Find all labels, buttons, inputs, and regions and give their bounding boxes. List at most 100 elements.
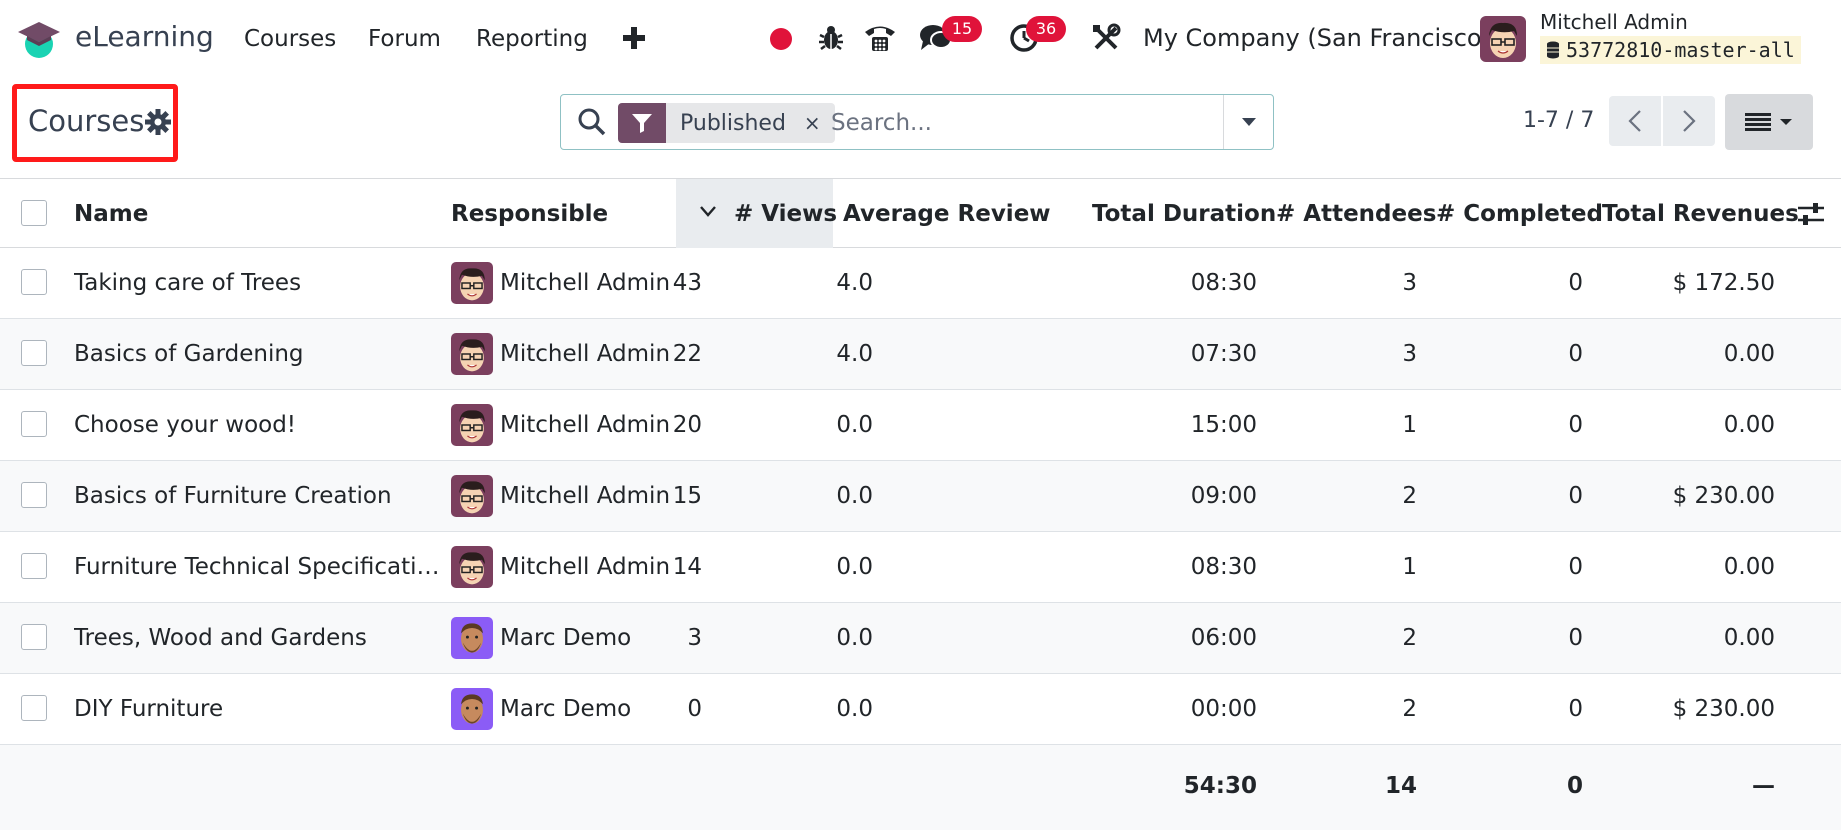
- cell-completed[interactable]: 0: [1568, 483, 1583, 509]
- cell-total-duration[interactable]: 08:30: [1190, 554, 1257, 580]
- cell-responsible[interactable]: Marc Demo: [500, 625, 632, 651]
- cell-responsible[interactable]: Mitchell Admin: [500, 341, 671, 367]
- cell-views[interactable]: 43: [672, 270, 702, 296]
- cell-name[interactable]: DIY Furniture: [74, 696, 224, 722]
- cell-name[interactable]: Basics of Gardening: [74, 341, 304, 367]
- cell-views[interactable]: 15: [672, 483, 702, 509]
- pager-value[interactable]: 1-7 / 7: [1523, 108, 1595, 133]
- cell-average-review[interactable]: 0.0: [836, 483, 873, 509]
- cell-attendees[interactable]: 2: [1402, 483, 1417, 509]
- table-row[interactable]: Taking care of Trees Mitchell Admin 43 4.0 0…: [0, 248, 1841, 319]
- optional-columns-sliders-icon[interactable]: [1797, 201, 1825, 227]
- search-input[interactable]: [831, 105, 1211, 141]
- cell-completed[interactable]: 0: [1568, 696, 1583, 722]
- cell-total-revenues[interactable]: $ 230.00: [1672, 696, 1775, 722]
- cell-total-revenues[interactable]: 0.00: [1723, 412, 1775, 438]
- table-row[interactable]: Basics of Gardening Mitchell Admin 22 4.0 07…: [0, 319, 1841, 390]
- cell-attendees[interactable]: 3: [1402, 341, 1417, 367]
- pager-next-button[interactable]: [1663, 96, 1715, 146]
- column-average-review[interactable]: Average Review: [843, 201, 1051, 227]
- search-icon[interactable]: [577, 107, 607, 137]
- company-switcher[interactable]: My Company (San Francisco): [1143, 24, 1491, 52]
- row-checkbox[interactable]: [21, 482, 47, 508]
- table-row[interactable]: Furniture Technical Specificati… Mitchell…: [0, 532, 1841, 603]
- row-checkbox[interactable]: [21, 624, 47, 650]
- cell-responsible[interactable]: Mitchell Admin: [500, 483, 671, 509]
- cell-completed[interactable]: 0: [1568, 412, 1583, 438]
- bug-icon[interactable]: [816, 22, 846, 54]
- column-total-duration[interactable]: Total Duration: [1092, 201, 1277, 227]
- cell-views[interactable]: 22: [672, 341, 702, 367]
- cell-completed[interactable]: 0: [1568, 270, 1583, 296]
- cell-name[interactable]: Trees, Wood and Gardens: [74, 625, 367, 651]
- cell-total-duration[interactable]: 00:00: [1190, 696, 1257, 722]
- cell-views[interactable]: 14: [672, 554, 702, 580]
- cell-average-review[interactable]: 0.0: [836, 412, 873, 438]
- cell-total-duration[interactable]: 06:00: [1190, 625, 1257, 651]
- cell-total-revenues[interactable]: 0.00: [1723, 341, 1775, 367]
- list-view-switcher[interactable]: [1725, 94, 1813, 150]
- app-name[interactable]: eLearning: [75, 20, 214, 53]
- phone-icon[interactable]: [862, 22, 898, 54]
- elearning-logo-icon[interactable]: [16, 18, 62, 60]
- pager-previous-button[interactable]: [1609, 96, 1661, 146]
- cell-name[interactable]: Furniture Technical Specificati…: [74, 554, 440, 580]
- cell-total-revenues[interactable]: 0.00: [1723, 625, 1775, 651]
- cell-views[interactable]: 3: [687, 625, 702, 651]
- cell-average-review[interactable]: 4.0: [836, 341, 873, 367]
- table-row[interactable]: DIY Furniture Marc Demo 0 0.0 00:00 2 0 $ 230.0…: [0, 674, 1841, 745]
- select-all-checkbox[interactable]: [21, 200, 47, 226]
- cell-views[interactable]: 0: [687, 696, 702, 722]
- plus-icon[interactable]: [622, 26, 646, 50]
- table-row[interactable]: Choose your wood! Mitchell Admin 20 0.0 15:0…: [0, 390, 1841, 461]
- cell-responsible[interactable]: Mitchell Admin: [500, 270, 671, 296]
- tools-icon[interactable]: [1090, 22, 1122, 54]
- cell-average-review[interactable]: 0.0: [836, 554, 873, 580]
- cell-average-review[interactable]: 0.0: [836, 696, 873, 722]
- cell-attendees[interactable]: 3: [1402, 270, 1417, 296]
- cell-responsible[interactable]: Marc Demo: [500, 696, 632, 722]
- row-checkbox[interactable]: [21, 340, 47, 366]
- cell-name[interactable]: Choose your wood!: [74, 412, 297, 438]
- table-row[interactable]: Basics of Furniture Creation Mitchell Adm…: [0, 461, 1841, 532]
- cell-completed[interactable]: 0: [1568, 341, 1583, 367]
- cell-attendees[interactable]: 2: [1402, 625, 1417, 651]
- user-name[interactable]: Mitchell Admin: [1540, 10, 1688, 34]
- cell-total-revenues[interactable]: 0.00: [1723, 554, 1775, 580]
- cell-total-revenues[interactable]: $ 172.50: [1672, 270, 1775, 296]
- row-checkbox[interactable]: [21, 553, 47, 579]
- gear-icon[interactable]: [144, 108, 172, 136]
- cell-responsible[interactable]: Mitchell Admin: [500, 554, 671, 580]
- cell-total-duration[interactable]: 07:30: [1190, 341, 1257, 367]
- cell-average-review[interactable]: 0.0: [836, 625, 873, 651]
- column-views[interactable]: # Views: [734, 201, 838, 227]
- menu-courses[interactable]: Courses: [244, 26, 337, 52]
- column-views-sorted[interactable]: [676, 179, 833, 248]
- cell-total-revenues[interactable]: $ 230.00: [1672, 483, 1775, 509]
- row-checkbox[interactable]: [21, 695, 47, 721]
- cell-name[interactable]: Basics of Furniture Creation: [74, 483, 392, 509]
- cell-total-duration[interactable]: 08:30: [1190, 270, 1257, 296]
- cell-average-review[interactable]: 4.0: [836, 270, 873, 296]
- cell-attendees[interactable]: 1: [1402, 554, 1417, 580]
- menu-reporting[interactable]: Reporting: [476, 26, 588, 52]
- cell-completed[interactable]: 0: [1568, 554, 1583, 580]
- column-responsible[interactable]: Responsible: [451, 201, 609, 227]
- table-row[interactable]: Trees, Wood and Gardens Marc Demo 3 0.0 06:0…: [0, 603, 1841, 674]
- row-checkbox[interactable]: [21, 411, 47, 437]
- menu-forum[interactable]: Forum: [368, 26, 441, 52]
- sort-descending-icon[interactable]: [699, 203, 717, 219]
- cell-attendees[interactable]: 2: [1402, 696, 1417, 722]
- cell-attendees[interactable]: 1: [1402, 412, 1417, 438]
- row-checkbox[interactable]: [21, 269, 47, 295]
- cell-name[interactable]: Taking care of Trees: [74, 270, 302, 296]
- facet-remove-icon[interactable]: ×: [803, 111, 821, 135]
- column-total-revenues[interactable]: Total Revenues: [1602, 201, 1799, 227]
- user-avatar[interactable]: [1480, 16, 1526, 62]
- cell-views[interactable]: 20: [672, 412, 702, 438]
- cell-completed[interactable]: 0: [1568, 625, 1583, 651]
- column-attendees[interactable]: # Attendees: [1276, 201, 1437, 227]
- search-options-toggle[interactable]: [1223, 95, 1273, 149]
- column-completed[interactable]: # Completed: [1436, 201, 1603, 227]
- cell-total-duration[interactable]: 09:00: [1190, 483, 1257, 509]
